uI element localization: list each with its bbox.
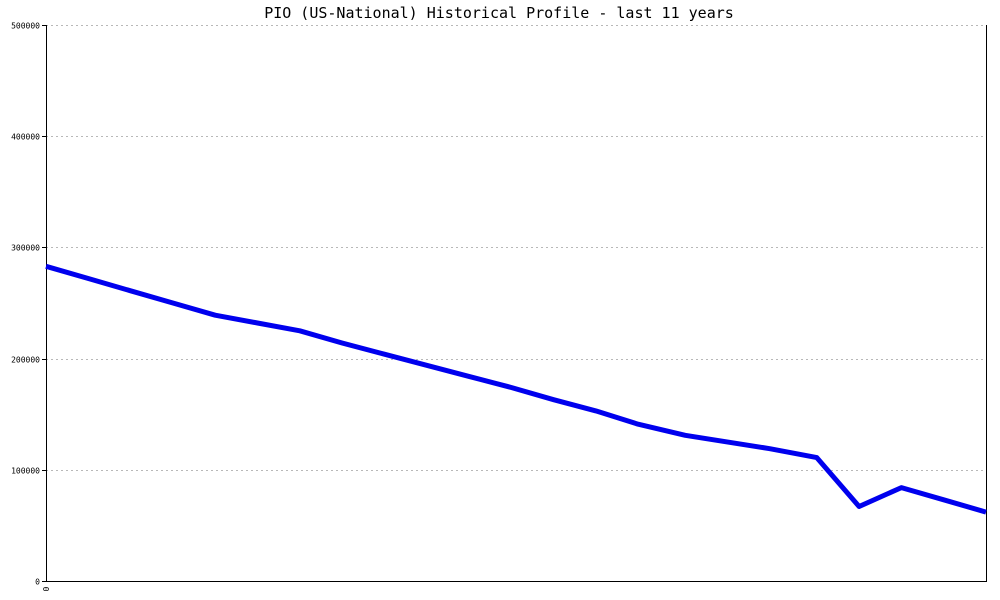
y-tick-label: 200000 [11,356,40,365]
series-layer [45,263,987,515]
tick-labels: 0 100000 200000 300000 400000 500000 0 [11,22,50,592]
chart-title: PIO (US-National) Historical Profile - l… [264,4,734,22]
y-tick-label: 300000 [11,244,40,253]
gridlines [46,25,986,471]
y-tick-label: 100000 [11,467,40,476]
x-tick-label: 0 [41,587,50,592]
y-tick-label: 500000 [11,22,40,31]
y-tick-label: 0 [35,578,40,587]
axes [42,25,987,582]
y-tick-label: 400000 [11,133,40,142]
series-line [45,263,987,515]
